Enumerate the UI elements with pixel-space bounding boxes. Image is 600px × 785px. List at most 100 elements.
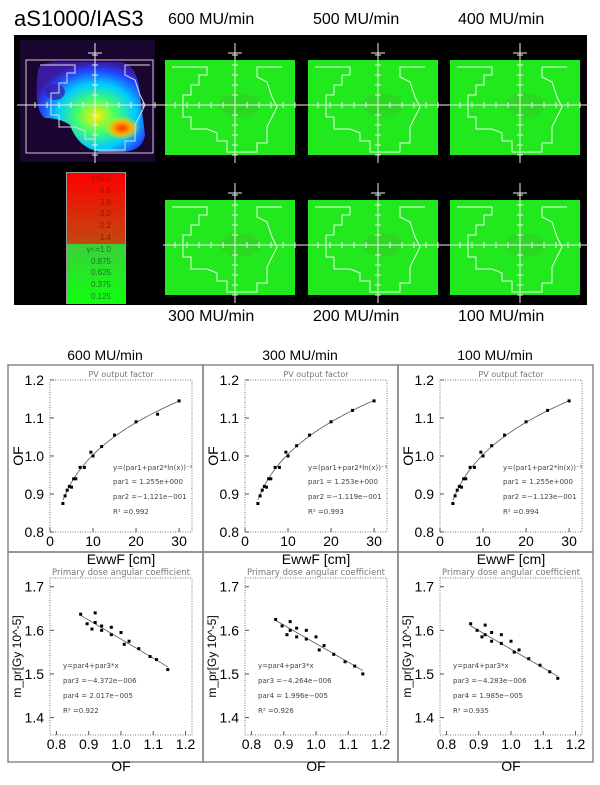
fluence-map (20, 40, 155, 162)
chart-of-vs-ewwf-0: 600 MU/min PV output factor 0 10 20 30 0.8 0.9 1… (7, 347, 204, 567)
data-point (455, 488, 459, 492)
chart-mpr-vs-of-2: Primary dose angular coefficient 0.8 0.9 1.… (397, 551, 594, 774)
y-axis-label: m_pr[Gy 10^-5] (205, 615, 219, 697)
x-tick-label: 1.0 (501, 736, 521, 752)
data-point (148, 655, 152, 658)
x-axis-label: EwwF [cm] (477, 551, 545, 567)
fit-parameter: R² =0.935 (453, 707, 489, 715)
x-axis-label: OF (111, 758, 130, 774)
legend-entry: γ>5.0 (91, 174, 111, 183)
x-tick-label: 1.0 (306, 736, 326, 752)
fit-equation: y=(par1+par2*ln(x))⁻¹ (308, 464, 388, 472)
data-point (512, 650, 516, 654)
fit-equation: y=par4+par3*x (63, 662, 119, 670)
fit-parameter: par1 = 1.255e+000 (113, 478, 183, 486)
data-point (273, 465, 277, 469)
x-tick-label: 0.8 (437, 736, 457, 752)
gamma-panel (306, 183, 450, 303)
chart-mpr-vs-of-1: Primary dose angular coefficient 0.8 0.9 1.… (202, 551, 399, 774)
data-point (137, 647, 141, 651)
data-point (280, 624, 284, 628)
y-tick-label: 1.6 (220, 622, 240, 638)
data-point (372, 399, 376, 403)
data-point (65, 488, 69, 492)
data-point (67, 484, 71, 488)
data-point (166, 668, 170, 672)
data-point (351, 408, 355, 412)
fit-parameter: R² =0.993 (308, 508, 344, 516)
fit-parameter: R² =0.992 (113, 508, 149, 516)
y-tick-label: 1.7 (25, 579, 45, 595)
data-point (262, 484, 266, 488)
y-tick-label: 1.5 (25, 666, 45, 682)
y-axis-label: OF (400, 446, 416, 465)
figure-title: aS1000/IAS3 (14, 6, 144, 31)
chart-title: Primary dose angular coefficient (52, 568, 191, 578)
data-point (453, 494, 457, 498)
gamma-panel (448, 43, 592, 163)
data-point (475, 628, 479, 632)
data-point (462, 477, 466, 481)
rate-label-200: 200 MU/min (313, 308, 400, 325)
data-point (490, 631, 494, 635)
y-tick-label: 1.5 (415, 666, 435, 682)
data-point (322, 644, 326, 648)
data-point (517, 648, 521, 652)
data-point (113, 433, 117, 437)
chart-of-vs-ewwf-1: 300 MU/min PV output factor 0 10 20 30 0.8 0.9 1… (202, 347, 399, 567)
data-point (361, 672, 365, 676)
legend-entry: 3.8 (99, 197, 111, 207)
data-point (265, 485, 269, 489)
legend-entry: 0.125 (90, 291, 111, 301)
data-point (122, 642, 126, 646)
plot-area (244, 379, 388, 533)
data-point (304, 628, 308, 632)
chart-frame (7, 551, 204, 763)
legend-entry: 2.2 (99, 221, 111, 231)
x-tick-label: 0 (241, 533, 249, 549)
y-tick-label: 1.7 (220, 579, 240, 595)
data-point (74, 477, 78, 481)
data-point (89, 450, 93, 454)
fit-parameter: par3 =−4.283e−006 (453, 677, 527, 685)
data-point (548, 670, 552, 674)
fit-parameter: par1 = 1.255e+000 (503, 478, 573, 486)
fit-equation: y=par4+par3*x (453, 662, 509, 670)
chart-title: Primary dose angular coefficient (442, 568, 581, 578)
data-point (524, 420, 528, 424)
target-outline (457, 66, 567, 153)
fit-curve (80, 614, 168, 668)
rate-label-400: 400 MU/min (458, 11, 545, 28)
x-tick-label: 20 (323, 533, 339, 549)
data-point (546, 408, 550, 412)
data-point (308, 433, 312, 437)
x-tick-label: 1.2 (371, 736, 391, 752)
chart-frame (7, 364, 204, 553)
data-point (79, 612, 83, 616)
data-point (274, 617, 278, 621)
data-point (288, 628, 292, 632)
data-point (567, 399, 571, 403)
data-point (109, 625, 113, 629)
data-point (353, 664, 357, 668)
data-point (100, 445, 104, 448)
x-axis-label: OF (306, 758, 325, 774)
data-point (490, 639, 494, 643)
legend-entry: 3.0 (99, 209, 111, 219)
fit-parameter: par1 = 1.253e+000 (308, 478, 378, 486)
data-point (472, 465, 476, 469)
data-point (267, 477, 271, 481)
target-outline (172, 206, 282, 293)
rate-label-300: 300 MU/min (168, 308, 255, 325)
chart-panel-label: 600 MU/min (67, 347, 142, 363)
target-outline (315, 66, 425, 153)
y-tick-label: 1.1 (25, 410, 45, 426)
chart-panel-label: 100 MU/min (457, 347, 532, 363)
data-point (269, 477, 273, 481)
y-tick-label: 1.2 (25, 372, 45, 388)
rate-label-500: 500 MU/min (313, 11, 400, 28)
x-tick-label: 20 (128, 533, 144, 549)
y-tick-label: 1.7 (415, 579, 435, 595)
y-tick-label: 1.0 (220, 448, 240, 464)
target-outline (315, 206, 425, 293)
